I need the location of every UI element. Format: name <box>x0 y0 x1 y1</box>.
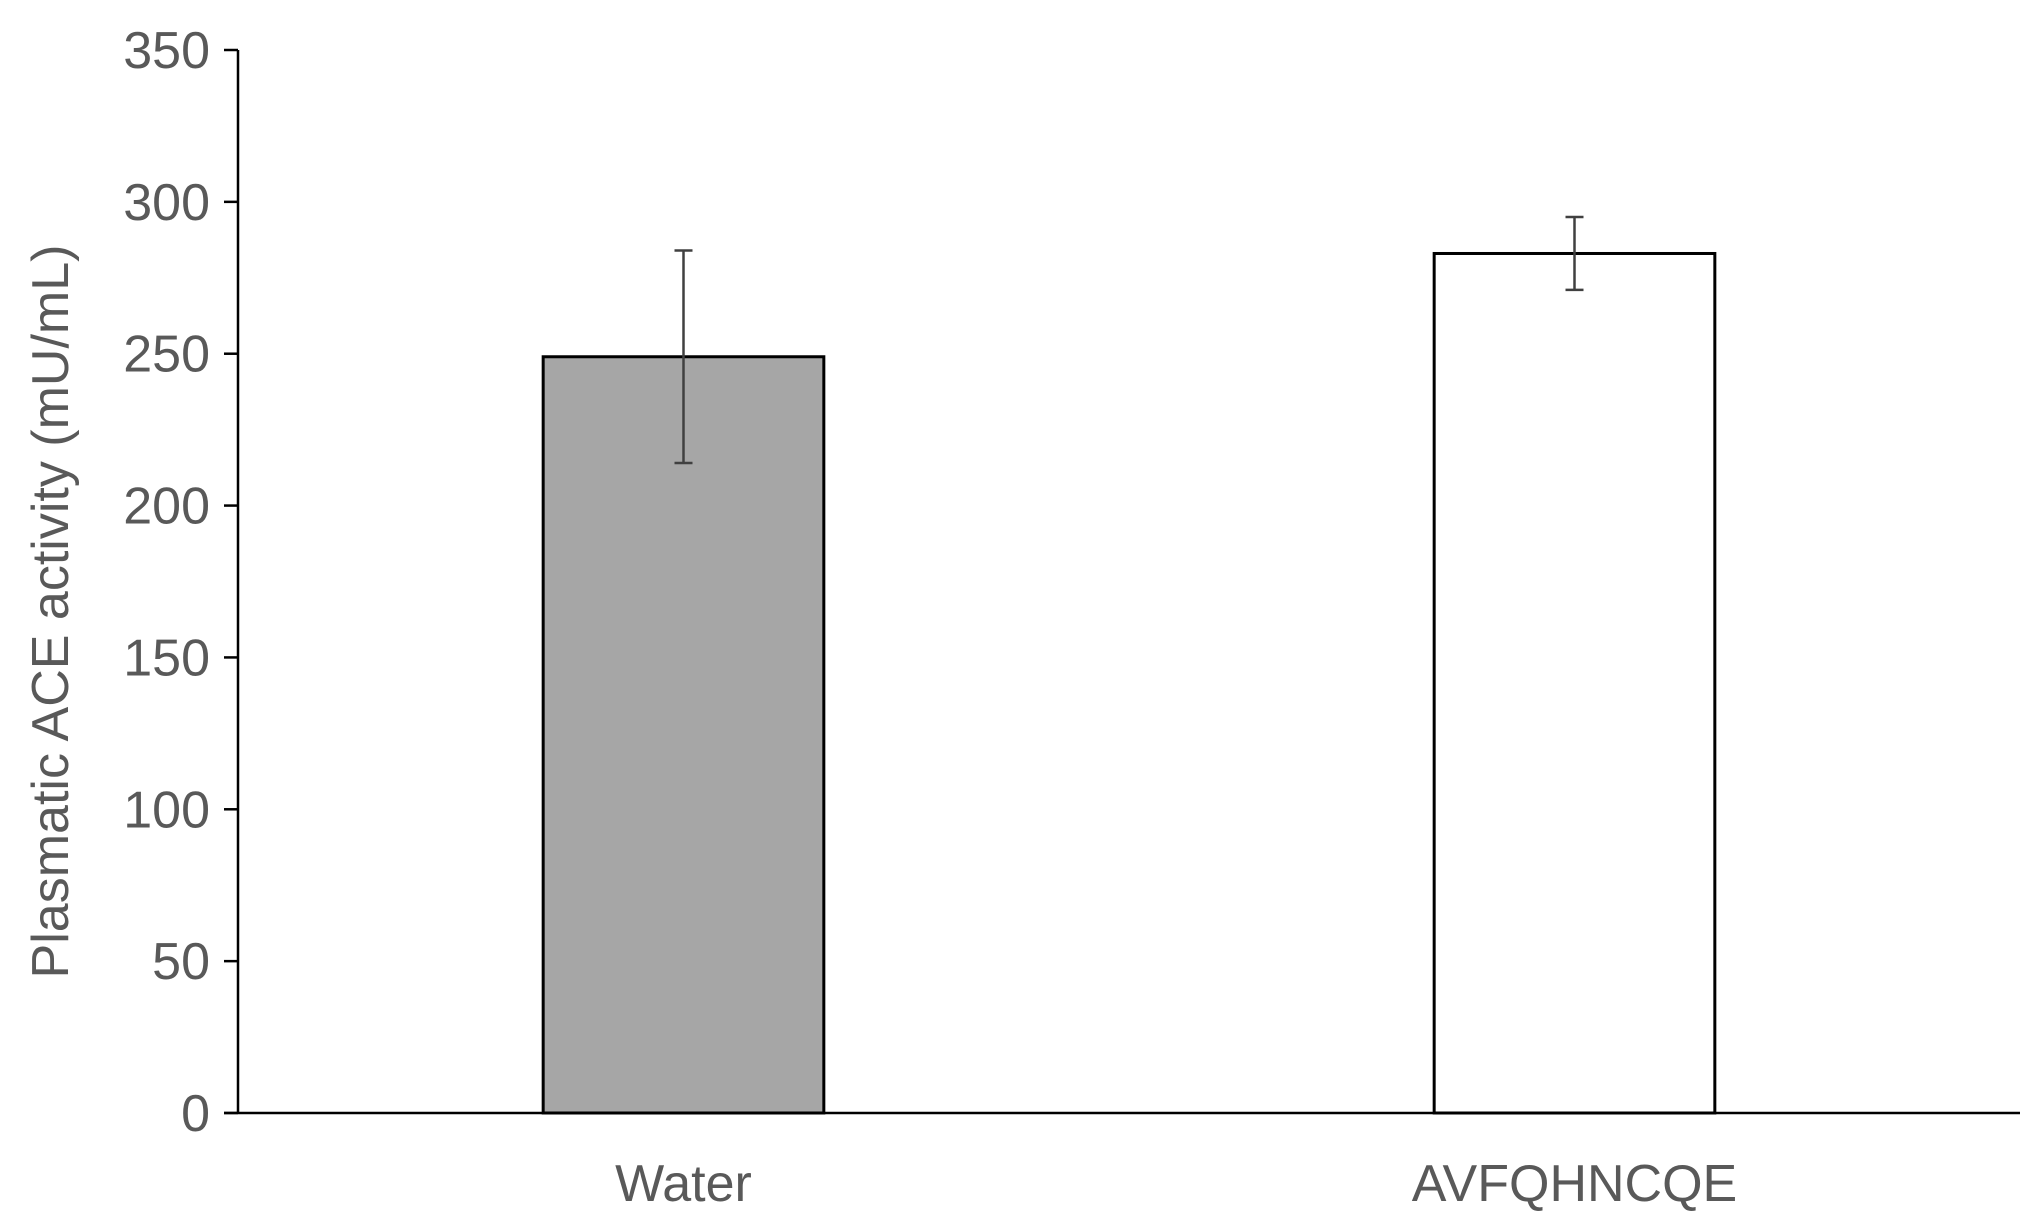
y-tick-label: 150 <box>123 629 210 687</box>
y-tick-label: 350 <box>123 22 210 80</box>
bars-group <box>541 251 1717 1115</box>
error-bars-group <box>674 215 1584 465</box>
bar-avfqhncqe <box>1432 251 1717 1115</box>
x-tick-label: AVFQHNCQE <box>1412 1155 1738 1213</box>
x-tick-label: Water <box>615 1155 752 1213</box>
y-tick-label: 0 <box>181 1085 210 1143</box>
x-axis-labels: Water AVFQHNCQE <box>615 1155 1737 1213</box>
y-tick-label: 50 <box>152 933 210 991</box>
y-axis-ticks: 0 50 100 150 200 250 300 350 <box>123 22 238 1143</box>
y-tick-label: 100 <box>123 781 210 839</box>
y-tick-label: 250 <box>123 326 210 384</box>
bar-water <box>541 355 826 1115</box>
y-tick-label: 300 <box>123 174 210 232</box>
y-axis-title: Plasmatic ACE activity (mU/mL) <box>22 245 80 979</box>
y-tick-label: 200 <box>123 478 210 536</box>
